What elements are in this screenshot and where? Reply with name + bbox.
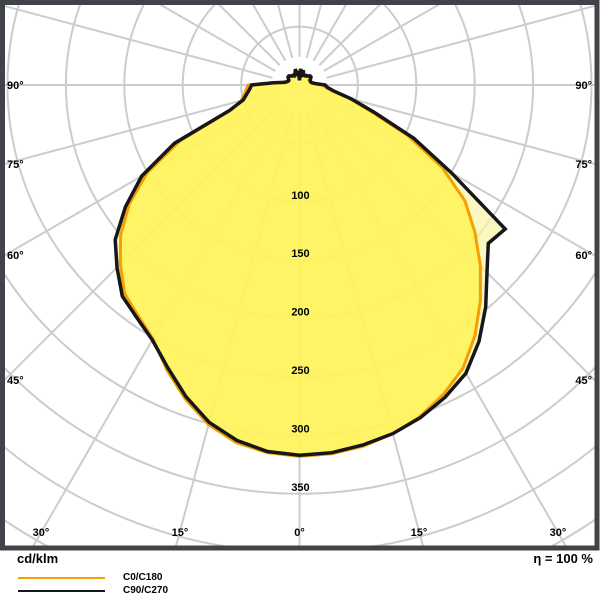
legend-item-c90-c270: C90/C270 bbox=[18, 584, 168, 597]
angle-label-right: 60° bbox=[575, 250, 592, 262]
angle-label-bottom-left: 30° bbox=[33, 527, 50, 539]
plot-frame bbox=[0, 0, 600, 551]
grid-spoke bbox=[326, 91, 595, 166]
angle-label-left: 60° bbox=[7, 250, 24, 262]
radial-tick-label: 250 bbox=[291, 365, 309, 377]
grid-spoke bbox=[326, 5, 595, 79]
legend-label-c90-c270: C90/C270 bbox=[123, 585, 169, 596]
unit-label: cd/klm bbox=[17, 551, 59, 566]
grid-spoke bbox=[218, 5, 281, 66]
c90-c270-curve bbox=[113, 68, 508, 458]
efficiency-label: η = 100 % bbox=[533, 551, 593, 566]
grid-spoke bbox=[5, 91, 273, 165]
angle-label-bottom-right: 30° bbox=[550, 527, 567, 539]
angle-label-bottom-left: 15° bbox=[172, 527, 189, 539]
radial-tick-label: 200 bbox=[291, 307, 309, 319]
angle-label-bottom: 0° bbox=[294, 527, 305, 539]
grid-spoke bbox=[5, 5, 273, 79]
radial-tick-label: 300 bbox=[291, 423, 309, 435]
axis-labels: 100 150 200 250 300 350 0° 15° 15° 30° 30° 45° 45° 60… bbox=[7, 80, 592, 539]
c0-c180-line-swatch bbox=[18, 576, 105, 579]
grid-spoke bbox=[318, 5, 381, 66]
angle-label-left: 45° bbox=[7, 375, 24, 387]
angle-label-left: 90° bbox=[7, 80, 24, 92]
radial-tick-label: 350 bbox=[291, 482, 309, 494]
angle-label-right: 90° bbox=[575, 80, 592, 92]
legend-label-c0-c180: C0/C180 bbox=[123, 572, 163, 583]
angle-label-right: 45° bbox=[575, 375, 592, 387]
angle-label-bottom-right: 15° bbox=[411, 527, 428, 539]
angle-label-right: 75° bbox=[575, 159, 592, 171]
grid-spoke bbox=[323, 5, 441, 72]
radial-tick-label: 150 bbox=[291, 248, 309, 260]
grid-spoke bbox=[158, 5, 276, 72]
angle-label-left: 75° bbox=[7, 159, 24, 171]
legend-item-c0-c180: C0/C180 bbox=[18, 571, 168, 584]
radial-tick-label: 100 bbox=[291, 190, 309, 202]
c0-c180-fill bbox=[120, 71, 481, 457]
legend: C0/C180 C90/C270 bbox=[18, 571, 168, 597]
c90-c270-line-swatch bbox=[18, 589, 105, 592]
